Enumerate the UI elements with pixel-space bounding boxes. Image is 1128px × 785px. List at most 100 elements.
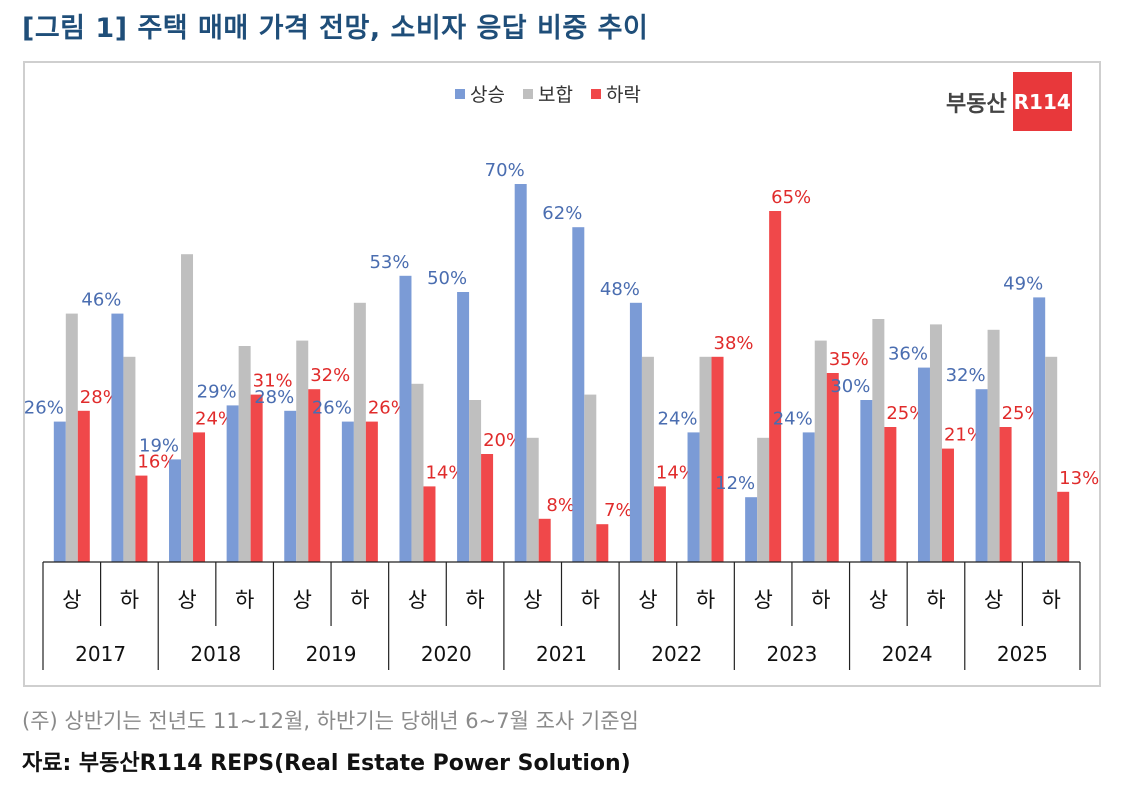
legend-label-flat: 보합: [537, 84, 573, 106]
data-label-rise-0: 26%: [24, 398, 64, 419]
tick-label-half-7: 하: [465, 588, 484, 612]
data-label-fall-6: 14%: [425, 462, 465, 483]
bar-fall-16: [999, 427, 1012, 562]
bar-rise-6: [399, 275, 412, 562]
logo-mark: R114: [1012, 72, 1072, 131]
data-label-fall-13: 35%: [829, 349, 869, 370]
tick-label-half-4: 상: [293, 588, 312, 612]
data-label-fall-8: 8%: [546, 495, 575, 516]
data-label-rise-12: 12%: [715, 473, 755, 494]
logo-text: 부동산: [946, 91, 1007, 117]
data-label-rise-8: 70%: [485, 160, 525, 181]
legend-item-fall: 하락: [590, 80, 641, 107]
tick-label-half-16: 상: [984, 588, 1003, 612]
tick-label-half-15: 하: [926, 588, 945, 612]
data-label-rise-13: 24%: [773, 408, 813, 429]
bar-fall-3: [250, 394, 263, 562]
tick-label-half-0: 상: [62, 588, 81, 612]
bar-rise-10: [629, 302, 642, 562]
data-label-fall-9: 7%: [604, 500, 633, 521]
bar-flat-2: [181, 254, 194, 562]
bar-flat-16: [987, 329, 1000, 562]
data-label-rise-9: 62%: [542, 203, 582, 224]
tick-label-half-13: 하: [811, 588, 830, 612]
tick-label-half-3: 하: [235, 588, 254, 612]
legend-swatch-flat: [522, 88, 533, 99]
bar-rise-0: [53, 421, 66, 562]
data-label-fall-17: 13%: [1059, 468, 1099, 489]
data-label-fall-1: 16%: [137, 452, 177, 473]
bar-fall-5: [365, 421, 378, 562]
legend-label-rise: 상승: [470, 84, 505, 106]
bar-flat-10: [641, 356, 654, 562]
data-label-fall-2: 24%: [195, 408, 235, 429]
bar-rise-17: [1033, 297, 1046, 562]
bar-fall-8: [538, 518, 551, 562]
bar-fall-2: [193, 432, 206, 562]
bar-fall-12: [769, 211, 782, 562]
tick-label-half-5: 하: [350, 588, 369, 612]
bar-flat-17: [1045, 356, 1058, 562]
data-label-rise-6: 53%: [369, 252, 409, 273]
bar-rise-5: [341, 421, 354, 562]
bar-flat-6: [411, 383, 424, 562]
bar-rise-3: [226, 405, 239, 562]
tick-label-year-2019: 2019: [306, 642, 357, 666]
bar-rise-12: [745, 497, 758, 562]
data-label-rise-16: 32%: [946, 365, 986, 386]
tick-label-year-2024: 2024: [882, 642, 933, 666]
legend-swatch-rise: [455, 88, 465, 99]
tick-label-year-2018: 2018: [190, 642, 241, 666]
data-label-fall-7: 20%: [483, 430, 523, 451]
data-label-rise-4: 28%: [254, 387, 294, 408]
data-label-fall-4: 32%: [310, 365, 350, 386]
figure-title: [그림 1] 주택 매매 가격 전망, 소비자 응답 비중 추이: [22, 13, 649, 44]
bar-fall-13: [826, 373, 839, 562]
tick-label-half-8: 상: [523, 588, 542, 612]
bar-rise-2: [169, 459, 182, 562]
data-label-rise-3: 29%: [197, 381, 237, 402]
bar-fall-15: [941, 448, 954, 562]
tick-label-half-6: 상: [408, 588, 427, 612]
bar-rise-7: [457, 292, 470, 562]
legend-item-flat: 보합: [522, 80, 573, 107]
bar-fall-10: [653, 486, 666, 562]
data-label-fall-0: 28%: [80, 387, 120, 408]
tick-label-half-14: 상: [869, 588, 888, 612]
data-label-rise-1: 46%: [81, 290, 121, 311]
bar-fall-4: [308, 389, 321, 562]
data-label-fall-3: 31%: [253, 371, 293, 392]
source-line: 자료: 부동산R114 REPS(Real Estate Power Solut…: [22, 751, 631, 776]
bar-fall-1: [135, 475, 148, 562]
bar-rise-1: [111, 313, 124, 562]
bar-flat-12: [757, 437, 770, 562]
bar-flat-3: [238, 346, 251, 562]
data-label-fall-16: 25%: [1002, 403, 1042, 424]
data-label-rise-11: 24%: [658, 408, 698, 429]
bar-rise-14: [860, 400, 873, 562]
footnote: (주) 상반기는 전년도 11~12월, 하반기는 당해년 6~7월 조사 기준…: [22, 709, 639, 733]
bar-fall-17: [1057, 491, 1070, 562]
bar-flat-0: [65, 313, 78, 562]
tick-label-year-2025: 2025: [997, 642, 1048, 666]
bar-fall-14: [884, 427, 897, 562]
bar-flat-14: [872, 319, 885, 562]
bar-flat-15: [929, 324, 942, 562]
data-label-fall-14: 25%: [886, 403, 926, 424]
bar-fall-11: [711, 356, 724, 562]
legend-item-rise: 상승: [455, 80, 505, 107]
data-label-fall-12: 65%: [771, 187, 811, 208]
data-label-fall-5: 26%: [368, 398, 408, 419]
bar-fall-7: [481, 454, 494, 562]
legend-label-fall: 하락: [605, 84, 641, 106]
bar-rise-8: [514, 184, 527, 562]
bar-flat-4: [296, 340, 309, 562]
bar-fall-0: [77, 410, 90, 562]
bar-flat-13: [814, 340, 827, 562]
data-label-fall-10: 14%: [656, 462, 696, 483]
tick-label-half-11: 하: [696, 588, 715, 612]
data-label-fall-15: 21%: [944, 425, 984, 446]
chart-frame: [23, 61, 1101, 687]
tick-label-half-17: 하: [1042, 588, 1061, 612]
bar-flat-7: [469, 400, 482, 562]
